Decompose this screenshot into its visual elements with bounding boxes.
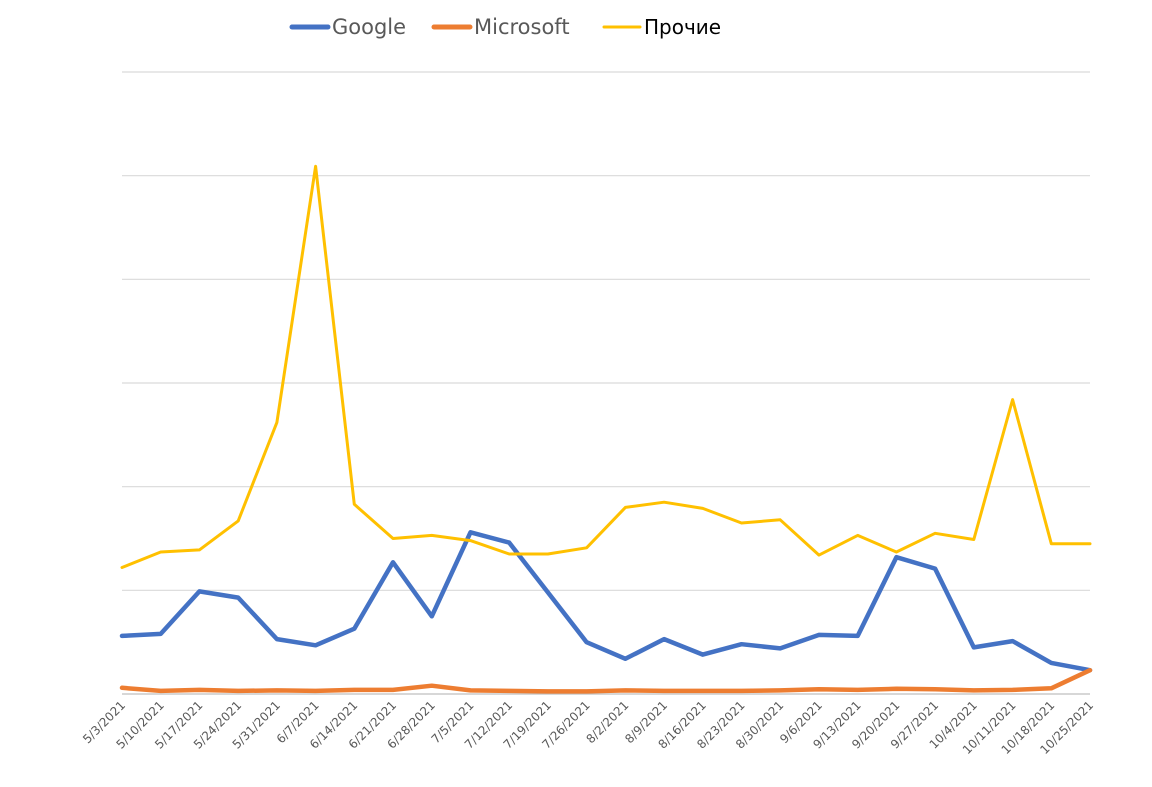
legend-label: Google xyxy=(332,15,406,39)
series-line-microsoft xyxy=(119,667,1093,694)
series-lines xyxy=(119,164,1093,694)
legend: Google Microsoft Прочие xyxy=(289,15,721,39)
gridlines xyxy=(122,71,1090,695)
legend-label: Прочие xyxy=(644,15,721,39)
series-line-other xyxy=(120,164,1092,569)
series-line-google xyxy=(119,530,1093,673)
legend-label: Microsoft xyxy=(474,15,570,39)
x-axis-tick-labels: 5/3/20215/10/20215/17/20215/24/20215/31/… xyxy=(80,698,1096,757)
